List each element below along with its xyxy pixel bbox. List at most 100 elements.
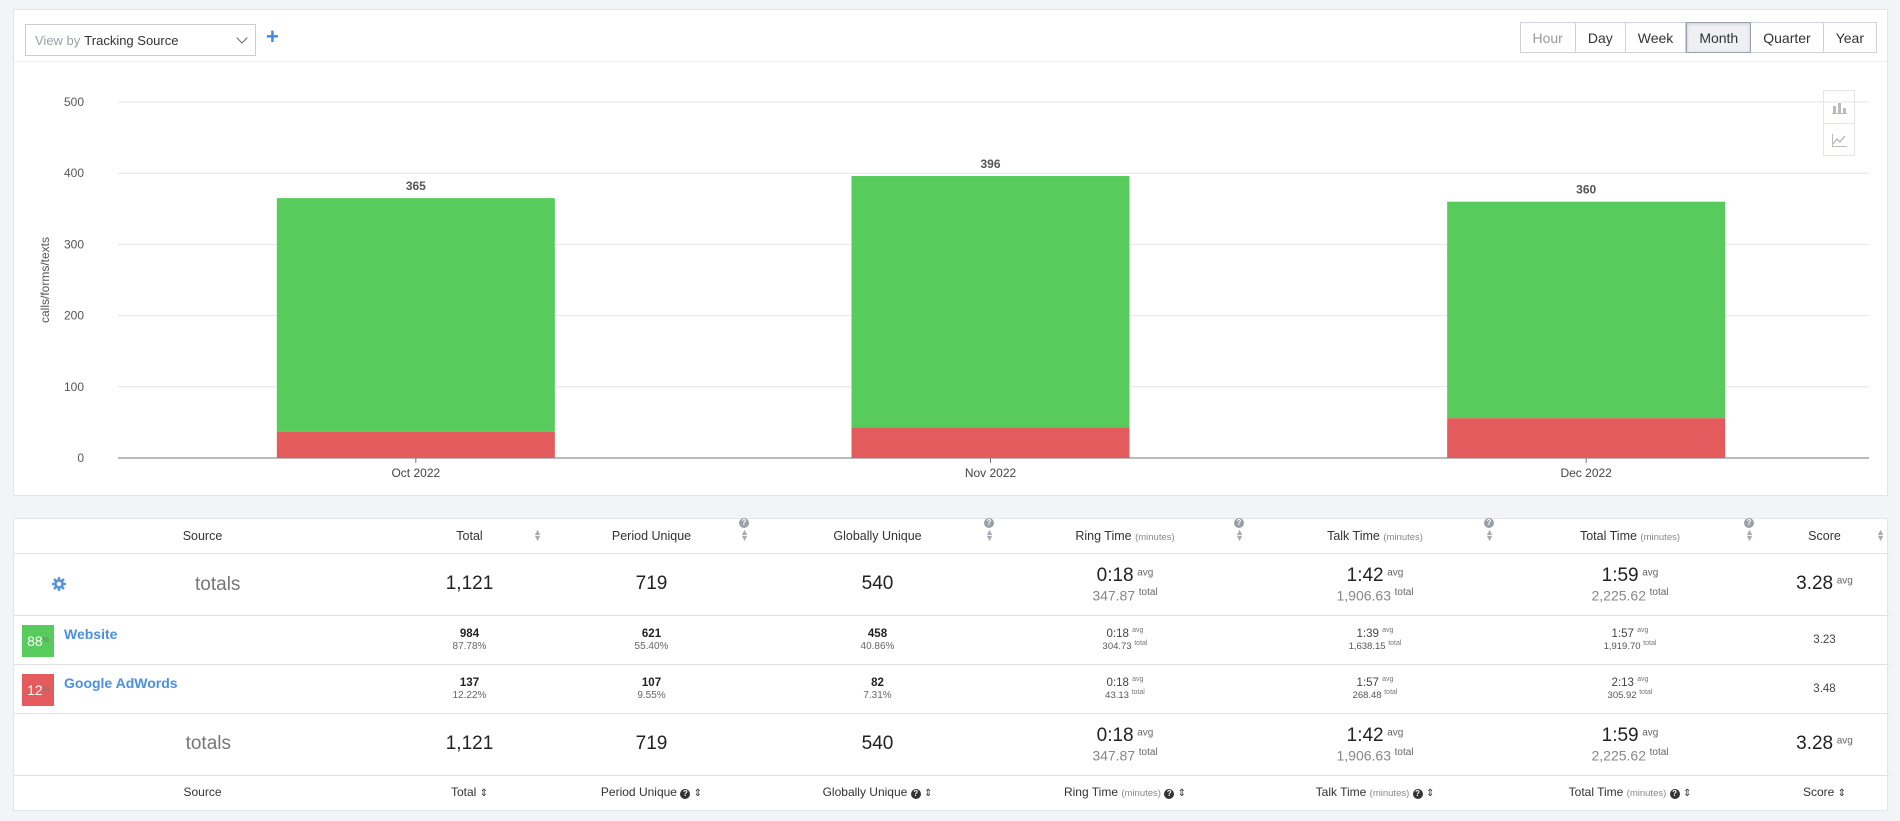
- table-footer-row: Source Total ⇕ Period Unique ? ⇕ Globall…: [14, 774, 1889, 809]
- foot-col-talk-time[interactable]: Talk Time (minutes) ? ⇕: [1250, 774, 1500, 809]
- y-axis-label: calls/forms/texts: [38, 237, 52, 323]
- totals-time-total: 2,225.62: [1591, 587, 1646, 604]
- help-icon[interactable]: ?: [1484, 518, 1494, 528]
- x-tick-label: Nov 2022: [965, 466, 1017, 480]
- totals-row-bottom: totals 1,121 719 540 0:18 avg 347.87 tota…: [14, 713, 1889, 776]
- x-tick-label: Dec 2022: [1560, 466, 1612, 480]
- bar-website: [276, 198, 555, 432]
- y-tick-label: 300: [64, 237, 84, 251]
- source-link-google-adwords[interactable]: Google AdWords: [64, 674, 178, 691]
- col-total-time[interactable]: Total Time (minutes)? ▲ ▼: [1500, 518, 1760, 554]
- sort-icon: ▲ ▼: [740, 527, 749, 543]
- y-tick-label: 0: [77, 451, 84, 465]
- help-icon[interactable]: ?: [739, 518, 749, 528]
- y-tick-label: 100: [64, 380, 84, 394]
- foot-col-globally-unique[interactable]: Globally Unique ? ⇕: [755, 774, 1000, 809]
- sort-icon: ▲ ▼: [1235, 527, 1244, 543]
- sort-icon: ⇕: [1682, 788, 1692, 800]
- time-range-selector: Hour Day Week Month Quarter Year: [1519, 22, 1877, 53]
- totals-score: 3.28: [1796, 573, 1834, 594]
- table-header-row: Source Total ▲ ▼ Period Unique? ▲ ▼ Globally…: [14, 518, 1889, 554]
- totals-ring-total: 347.87: [1092, 587, 1136, 604]
- y-tick-label: 200: [64, 309, 84, 323]
- sort-icon: ▲ ▼: [1485, 527, 1494, 543]
- col-globally-unique[interactable]: Globally Unique? ▲ ▼: [755, 518, 1000, 554]
- totals-label: totals: [185, 733, 231, 754]
- range-hour-button[interactable]: Hour: [1519, 22, 1576, 53]
- sources-table-panel: Source Total ▲ ▼ Period Unique? ▲ ▼ Globally…: [13, 518, 1889, 811]
- bar-total-label: 396: [980, 157, 1000, 171]
- col-score[interactable]: Score ▲ ▼: [1760, 519, 1889, 554]
- bar-chart-icon[interactable]: [1824, 91, 1854, 123]
- add-view-button[interactable]: +: [266, 24, 279, 49]
- range-quarter-button[interactable]: Quarter: [1751, 22, 1824, 53]
- line-chart-icon[interactable]: [1824, 123, 1854, 155]
- foot-col-total-time[interactable]: Total Time (minutes) ? ⇕: [1500, 774, 1760, 809]
- sort-icon: ▲ ▼: [1876, 527, 1885, 543]
- foot-col-source[interactable]: Source: [14, 774, 391, 809]
- table-row[interactable]: 88% Website 984 87.78% 621 55.40% 458 40.86…: [14, 615, 1889, 665]
- source-link-website[interactable]: Website: [64, 625, 118, 642]
- col-talk-time[interactable]: Talk Time (minutes)? ▲ ▼: [1250, 518, 1500, 554]
- range-month-button[interactable]: Month: [1686, 22, 1752, 53]
- bar-website: [851, 176, 1130, 428]
- totals-globally-unique: 540: [861, 573, 894, 594]
- view-by-prefix: View by: [35, 32, 81, 48]
- range-year-button[interactable]: Year: [1823, 22, 1877, 53]
- share-badge: 12%: [22, 673, 54, 706]
- chart-panel: View by Tracking Source + Hour Day Week …: [13, 9, 1888, 496]
- totals-talk-avg: 1:42: [1346, 564, 1384, 586]
- table-row[interactable]: 12% Google AdWords 137 12.22% 107 9.55% 82…: [14, 664, 1889, 714]
- range-week-button[interactable]: Week: [1625, 22, 1687, 53]
- sort-icon: ⇕: [693, 788, 703, 800]
- foot-col-total[interactable]: Total ⇕: [391, 774, 548, 809]
- totals-row-top: totals 1,121 719 540 0:18 avg 347.87 tota…: [14, 553, 1889, 616]
- bar-website: [1447, 201, 1726, 419]
- sort-icon: ⇕: [479, 788, 489, 800]
- bar-total-label: 360: [1576, 183, 1596, 197]
- sort-icon: ▲ ▼: [1745, 527, 1754, 543]
- chart-type-switcher: [1823, 90, 1855, 156]
- help-icon[interactable]: ?: [680, 789, 691, 800]
- foot-col-ring-time[interactable]: Ring Time (minutes) ? ⇕: [1000, 774, 1250, 809]
- help-icon[interactable]: ?: [910, 789, 921, 800]
- totals-ring-avg: 0:18: [1096, 564, 1134, 586]
- bar-google-adwords: [1447, 418, 1726, 458]
- view-by-select[interactable]: View by Tracking Source: [25, 24, 256, 56]
- share-badge: 88%: [22, 624, 54, 657]
- totals-time-avg: 1:59: [1601, 564, 1639, 586]
- sort-icon: ▲ ▼: [533, 527, 542, 543]
- totals-label: totals: [195, 573, 241, 595]
- sources-table: Source Total ▲ ▼ Period Unique? ▲ ▼ Globally…: [14, 518, 1889, 809]
- sort-icon: ⇕: [1837, 788, 1847, 800]
- col-period-unique[interactable]: Period Unique? ▲ ▼: [548, 518, 755, 554]
- bar-chart: 0 100 200 300 400 500 calls/forms/texts 365 Oct …: [38, 95, 1869, 480]
- foot-col-score[interactable]: Score ⇕: [1760, 774, 1889, 809]
- totals-talk-total: 1,906.63: [1336, 587, 1391, 604]
- sort-icon: ⇕: [1177, 788, 1187, 800]
- y-tick-label: 500: [64, 95, 84, 109]
- totals-total: 1,121: [445, 573, 494, 594]
- help-icon[interactable]: ?: [1744, 518, 1754, 528]
- col-source[interactable]: Source: [14, 519, 391, 554]
- chart-toolbar: View by Tracking Source + Hour Day Week …: [14, 10, 1887, 62]
- help-icon[interactable]: ?: [984, 518, 994, 528]
- chevron-down-icon: [236, 32, 248, 44]
- foot-col-period-unique[interactable]: Period Unique ? ⇕: [548, 774, 755, 809]
- help-icon[interactable]: ?: [1234, 518, 1244, 528]
- bar-google-adwords: [276, 431, 555, 458]
- gear-icon[interactable]: [51, 576, 67, 595]
- sort-icon: ▲ ▼: [985, 527, 994, 543]
- view-by-value: Tracking Source: [84, 32, 179, 48]
- help-icon[interactable]: ?: [1669, 789, 1680, 800]
- col-ring-time[interactable]: Ring Time (minutes)? ▲ ▼: [1000, 518, 1250, 554]
- range-day-button[interactable]: Day: [1575, 22, 1626, 53]
- bar-google-adwords: [851, 427, 1130, 458]
- y-tick-label: 400: [64, 166, 84, 180]
- totals-period-unique: 719: [635, 573, 668, 594]
- sort-icon: ⇕: [1425, 788, 1435, 800]
- bar-total-label: 365: [406, 179, 426, 193]
- col-total[interactable]: Total ▲ ▼: [391, 519, 548, 554]
- help-icon[interactable]: ?: [1412, 789, 1423, 800]
- help-icon[interactable]: ?: [1164, 789, 1175, 800]
